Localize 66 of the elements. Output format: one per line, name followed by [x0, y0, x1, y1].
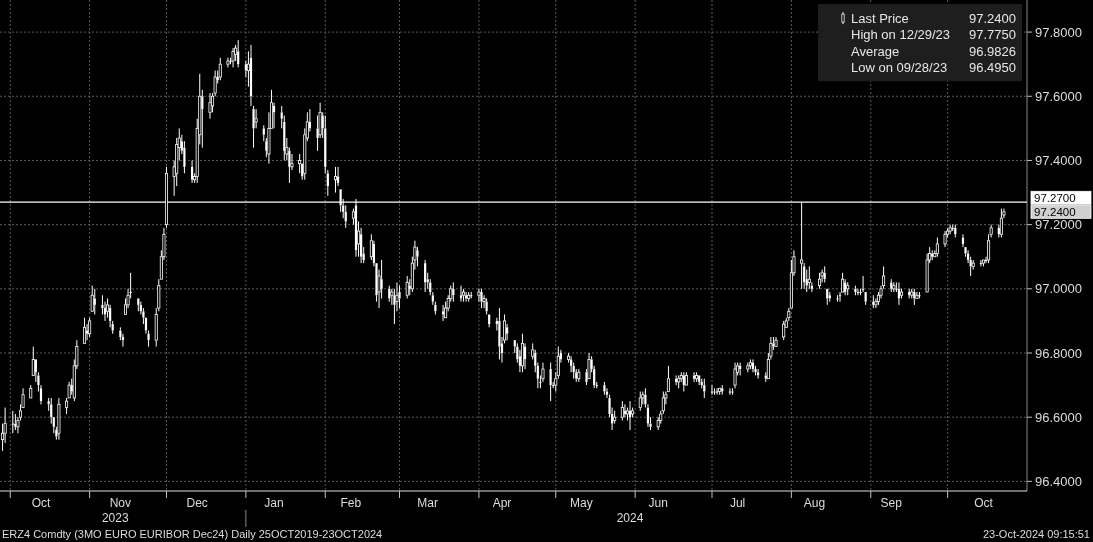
y-tick-label: 96.6000 — [1035, 409, 1082, 425]
candlestick — [577, 368, 581, 383]
x-tick-label: Feb — [340, 496, 362, 511]
y-tick-label: 97.6000 — [1035, 88, 1082, 104]
y-tick-label: 96.8000 — [1035, 345, 1082, 361]
y-tick-label: 97.8000 — [1035, 24, 1082, 40]
candlestick — [480, 288, 483, 309]
candlestick — [703, 378, 706, 399]
candlestick — [520, 333, 524, 373]
text: 23-Oct-2024 09:15:51 — [982, 528, 1090, 540]
candlestick — [818, 272, 822, 290]
text: High on 12/29/23 97.7750 — [851, 26, 1016, 42]
text: 97.2400 — [969, 10, 1016, 26]
legend-label: Last Price — [851, 10, 909, 26]
y-tick-label: 97.2000 — [1035, 217, 1082, 233]
x-tick-label: Apr — [492, 496, 512, 511]
candlestick — [506, 323, 509, 341]
candlestick — [201, 89, 204, 149]
candlestick — [854, 285, 857, 296]
candlestick — [334, 166, 337, 194]
candlestick — [252, 105, 255, 149]
candlestick — [101, 294, 104, 315]
candlestick — [846, 281, 850, 296]
text: ERZ4 Comdty (3MO EURO EURIBOR Dec24) Daily 25OCT2019-23OCT2024 — [2, 528, 383, 540]
x-tick-label: Oct — [974, 496, 994, 511]
candlestick — [876, 291, 880, 306]
candlestick — [398, 285, 401, 309]
y-tick-label: 97.0000 — [1035, 281, 1082, 297]
x-tick-label: Sep — [880, 496, 903, 511]
text: Low on 09/28/23 96.4950 — [851, 59, 1016, 75]
candlestick — [109, 304, 112, 328]
x2-tick-label: 2023 — [101, 511, 129, 526]
candlestick — [326, 169, 329, 197]
x-tick-label: Jan — [264, 496, 284, 511]
candlestick — [803, 262, 806, 290]
x-tick-label: Nov — [109, 496, 132, 511]
candlestick — [692, 371, 696, 383]
y-tick-label: 97.4000 — [1035, 152, 1082, 168]
annotation: 97.2400 — [1034, 205, 1076, 218]
candlestick — [106, 297, 110, 319]
candlestick — [890, 278, 893, 293]
x-tick-label: Oct — [31, 496, 51, 511]
candlestick — [183, 140, 186, 174]
candlestick — [836, 294, 839, 303]
x-tick-label: Aug — [803, 496, 826, 511]
x-tick-label: Dec — [186, 496, 208, 511]
candlestick — [989, 224, 993, 238]
text: Average 96.9826 — [851, 43, 1016, 59]
x-tick-label: Jul — [729, 496, 746, 511]
candlestick — [575, 368, 578, 383]
candlestick — [656, 416, 660, 431]
y-tick-label: 96.4000 — [1035, 473, 1082, 489]
candlestick — [498, 307, 501, 360]
candlestick — [603, 381, 606, 396]
x-tick-label: May — [570, 496, 593, 511]
candlestick — [482, 294, 486, 309]
candlestick — [316, 115, 319, 152]
candlestick — [805, 269, 808, 293]
x-tick-label: Mar — [417, 496, 439, 511]
candlestick — [567, 352, 571, 364]
x2-tick-label: 2024 — [616, 511, 644, 526]
ref-line-label: 97.2700 — [1034, 191, 1076, 204]
candlestick — [754, 365, 757, 376]
candlestick — [416, 246, 419, 267]
candlestick — [369, 233, 373, 261]
x-tick-label: Jun — [648, 496, 668, 511]
